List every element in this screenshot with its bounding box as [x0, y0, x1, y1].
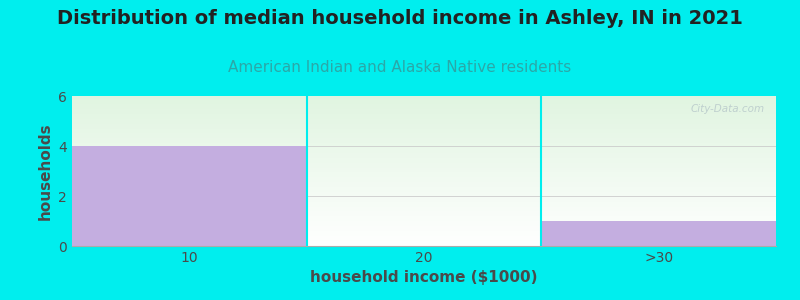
- X-axis label: household income ($1000): household income ($1000): [310, 270, 538, 285]
- Bar: [72, 146, 306, 246]
- Y-axis label: households: households: [38, 122, 53, 220]
- Text: American Indian and Alaska Native residents: American Indian and Alaska Native reside…: [228, 60, 572, 75]
- Bar: [542, 221, 776, 246]
- Text: City-Data.com: City-Data.com: [690, 103, 764, 113]
- Text: Distribution of median household income in Ashley, IN in 2021: Distribution of median household income …: [57, 9, 743, 28]
